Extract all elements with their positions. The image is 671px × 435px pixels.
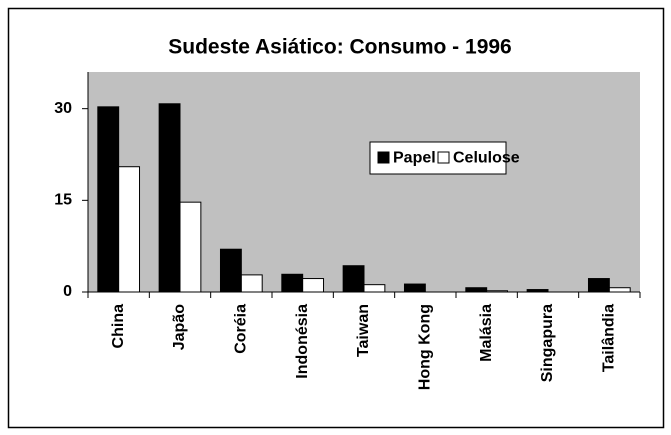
x-tick-label: Hong Kong bbox=[417, 304, 434, 390]
y-tick-label: 15 bbox=[54, 192, 72, 209]
bar bbox=[403, 283, 426, 293]
x-tick-label: Coréia bbox=[233, 304, 250, 354]
x-tick-label: China bbox=[110, 304, 127, 349]
x-tick-label: Japão bbox=[171, 304, 188, 350]
legend-swatch bbox=[377, 151, 390, 164]
bar bbox=[118, 166, 141, 293]
bar bbox=[608, 287, 631, 293]
x-tick-label: Taiwan bbox=[355, 304, 372, 357]
bar bbox=[465, 287, 488, 293]
bar bbox=[302, 278, 325, 293]
chart-title: Sudeste Asiático: Consumo - 1996 bbox=[168, 36, 511, 59]
bar bbox=[179, 201, 202, 293]
x-tick-label: Tailândia bbox=[601, 304, 618, 372]
bar bbox=[281, 273, 304, 293]
bar bbox=[219, 248, 242, 293]
y-tick-label: 0 bbox=[63, 283, 72, 300]
legend-label: Papel bbox=[393, 150, 436, 167]
bar bbox=[342, 265, 365, 293]
x-tick-label: Singapura bbox=[539, 304, 556, 382]
bar bbox=[363, 284, 386, 293]
bar bbox=[97, 106, 120, 293]
legend-label: Celulose bbox=[453, 150, 520, 167]
legend-swatch bbox=[437, 151, 450, 164]
x-tick-label: Malásia bbox=[478, 304, 495, 362]
y-tick-label: 30 bbox=[54, 100, 72, 117]
bar bbox=[587, 278, 610, 293]
bar bbox=[240, 274, 263, 293]
bar bbox=[158, 103, 181, 293]
x-tick-label: Indonésia bbox=[294, 304, 311, 379]
